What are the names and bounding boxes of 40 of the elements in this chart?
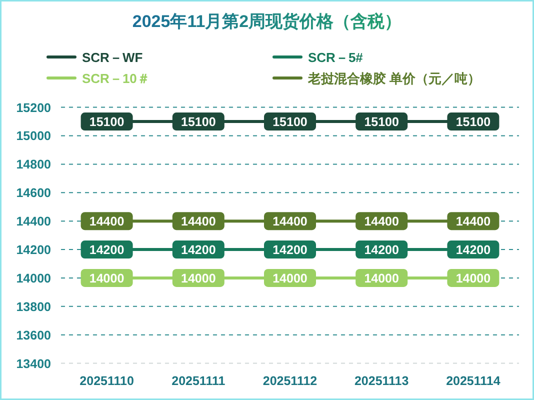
data-label: 15100 xyxy=(456,115,491,130)
legend-label: SCR－WF xyxy=(82,50,143,65)
data-label: 14400 xyxy=(89,214,124,229)
x-tick-label: 20251112 xyxy=(262,374,318,388)
data-label: 14200 xyxy=(364,243,400,258)
x-tick-label: 20251110 xyxy=(80,374,134,388)
data-label: 14200 xyxy=(456,243,491,258)
chart-title: 2025年11月第2周现货价格（含税） xyxy=(132,12,402,31)
data-label: 14400 xyxy=(181,214,216,229)
data-label: 15100 xyxy=(272,115,308,130)
data-label: 14400 xyxy=(456,214,491,229)
y-tick-label: 15000 xyxy=(16,129,52,144)
y-tick-label: 14600 xyxy=(16,186,52,200)
data-label: 14400 xyxy=(364,214,400,229)
data-label: 14000 xyxy=(181,271,216,286)
legend-label: SCR－10＃ xyxy=(82,71,150,86)
data-label: 14200 xyxy=(89,243,124,258)
y-tick-label: 14000 xyxy=(16,271,52,286)
data-label: 15100 xyxy=(89,115,124,130)
y-tick-label: 14200 xyxy=(16,243,52,258)
x-tick-label: 20251114 xyxy=(446,374,500,388)
legend-label: 老挝混合橡胶 单价（元／吨） xyxy=(307,71,481,86)
data-label: 14000 xyxy=(456,271,491,286)
y-tick-label: 13600 xyxy=(16,328,52,342)
data-label: 14200 xyxy=(181,243,216,258)
y-tick-label: 14800 xyxy=(16,158,52,172)
data-label: 14000 xyxy=(272,271,308,286)
x-tick-label: 20251113 xyxy=(354,374,409,388)
data-label: 14400 xyxy=(272,214,308,229)
data-label: 15100 xyxy=(181,115,216,130)
y-tick-label: 13800 xyxy=(16,300,52,314)
data-label: 14000 xyxy=(364,271,400,286)
y-tick-label: 15200 xyxy=(16,100,52,115)
y-tick-label: 13400 xyxy=(16,356,52,371)
legend-label: SCR－5# xyxy=(308,50,364,65)
data-label: 15100 xyxy=(364,115,400,130)
x-tick-label: 20251111 xyxy=(172,374,226,388)
data-label: 14000 xyxy=(89,271,124,286)
y-tick-label: 14400 xyxy=(16,214,52,229)
data-label: 14200 xyxy=(272,243,308,258)
